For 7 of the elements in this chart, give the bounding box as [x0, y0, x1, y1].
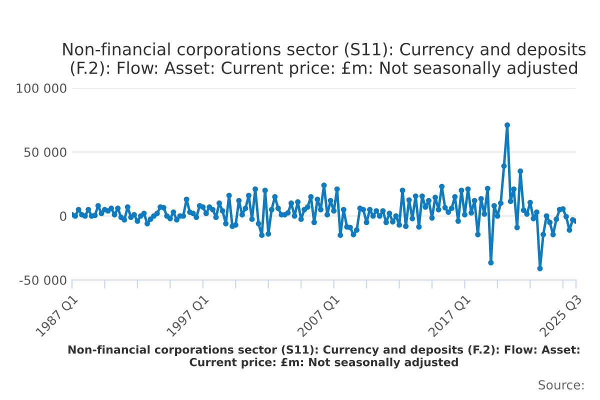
y-tick-label: -50 000 — [20, 275, 66, 285]
source-note: Source: — [538, 380, 584, 390]
x-axis-title: Non-financial corporations sector (S11): Currency and deposits (F.2): Flow: Asset: Current price: £m: Not seasonally adjusted — [68, 345, 580, 369]
y-tick-label: 100 000 — [16, 83, 66, 93]
chart-title: Non-financial corporations sector (S11): Currency and deposits (F.2): Flow: Asset: Current price: £m: Not seasonally adjusted — [63, 42, 586, 78]
y-tick-label: 0 — [60, 211, 66, 221]
y-tick-label: 50 000 — [24, 147, 66, 157]
